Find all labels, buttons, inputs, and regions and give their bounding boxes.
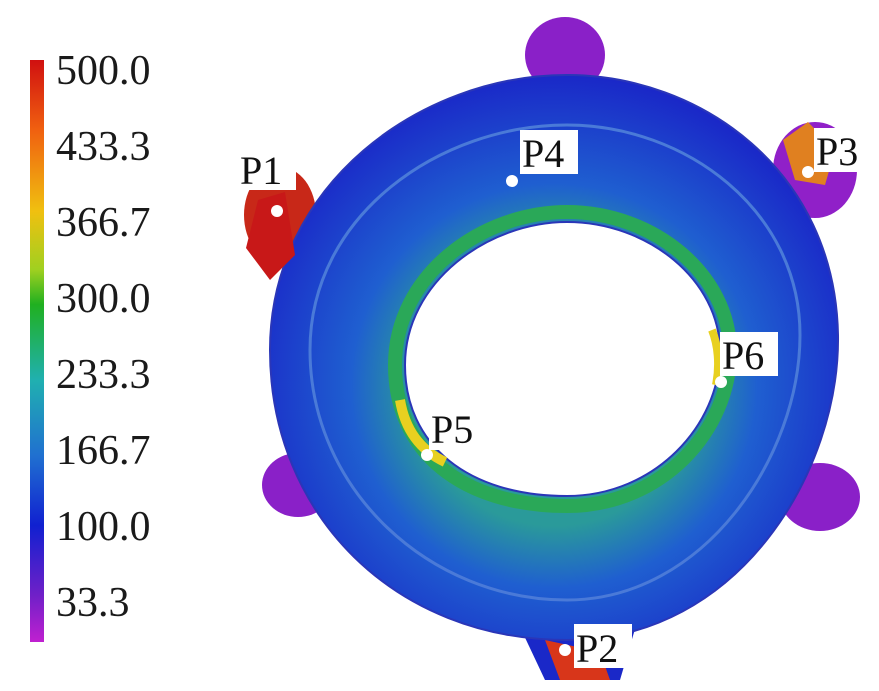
legend-label: 33.3 bbox=[56, 580, 130, 626]
ring-body bbox=[268, 73, 840, 642]
point-label-p3: P3 bbox=[816, 129, 858, 174]
legend-label: 366.7 bbox=[56, 200, 151, 246]
point-marker-p3 bbox=[802, 166, 814, 178]
rim-line bbox=[308, 123, 802, 602]
label-box-p1 bbox=[238, 146, 296, 190]
point-marker-p5 bbox=[421, 449, 433, 461]
label-box-p2 bbox=[574, 624, 632, 668]
inner-band bbox=[387, 204, 738, 514]
label-box-p5 bbox=[429, 406, 487, 450]
point-markers bbox=[271, 166, 814, 656]
lug-top bbox=[525, 17, 605, 93]
ring-part bbox=[244, 17, 860, 680]
point-label-p2: P2 bbox=[576, 626, 618, 671]
point-label-p4: P4 bbox=[522, 131, 564, 176]
legend-label: 300.0 bbox=[56, 276, 151, 322]
legend-label: 166.7 bbox=[56, 428, 151, 474]
point-marker-p2 bbox=[559, 644, 571, 656]
point-label-p5: P5 bbox=[431, 407, 473, 452]
legend-label: 433.3 bbox=[56, 124, 151, 170]
point-marker-p6 bbox=[715, 376, 727, 388]
label-box-p4 bbox=[520, 130, 578, 174]
legend-label: 233.3 bbox=[56, 352, 151, 398]
label-box-p3 bbox=[814, 128, 872, 172]
hotspot-p1 bbox=[246, 192, 295, 280]
label-box-p6 bbox=[720, 332, 778, 376]
point-labels: P1 P2 P3 P4 P5 P6 bbox=[238, 128, 872, 671]
point-label-p6: P6 bbox=[722, 333, 764, 378]
point-marker-p4 bbox=[506, 175, 518, 187]
legend-label: 100.0 bbox=[56, 504, 151, 550]
inner-band-yellow-left bbox=[395, 399, 448, 467]
legend-label: 500.0 bbox=[56, 48, 151, 94]
legend-labels: 500.0 433.3 366.7 300.0 233.3 166.7 100.… bbox=[56, 48, 151, 626]
point-marker-p1 bbox=[271, 205, 283, 217]
legend-color-bar bbox=[30, 60, 44, 642]
inner-band-yellow-right bbox=[708, 328, 723, 386]
point-label-p1: P1 bbox=[240, 148, 282, 193]
